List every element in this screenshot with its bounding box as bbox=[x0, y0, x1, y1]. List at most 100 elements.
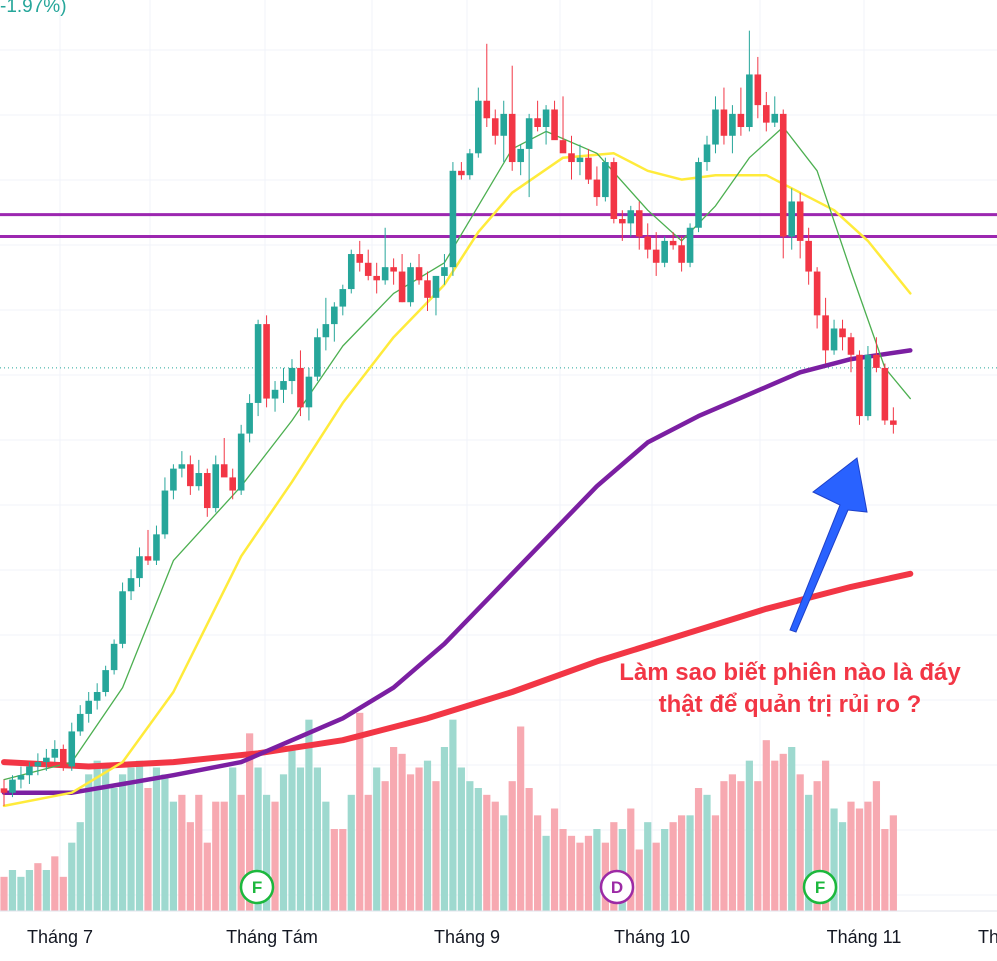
candle-body bbox=[627, 210, 635, 224]
volume-bar bbox=[246, 733, 254, 911]
volume-bar bbox=[517, 726, 525, 911]
event-badge-d: D bbox=[599, 869, 635, 905]
volume-bar bbox=[500, 815, 508, 911]
candle-body bbox=[500, 113, 508, 136]
candle-body bbox=[635, 210, 643, 237]
candle-body bbox=[559, 140, 567, 154]
candle-body bbox=[813, 271, 821, 316]
candle-body bbox=[373, 275, 380, 281]
annotation-text: Làm sao biết phiên nào là đáy thật để qu… bbox=[619, 659, 961, 718]
candle-body bbox=[398, 271, 406, 303]
x-tick-label: Tháng 9 bbox=[434, 927, 500, 947]
candle-body bbox=[881, 367, 889, 421]
candle-body bbox=[102, 670, 109, 693]
volume-bar bbox=[872, 781, 881, 911]
candle-body bbox=[43, 757, 50, 763]
candle-body bbox=[271, 389, 279, 399]
candle-body bbox=[890, 420, 897, 425]
volume-bar bbox=[186, 822, 194, 911]
svg-text:F: F bbox=[815, 878, 825, 897]
candle-body bbox=[127, 578, 135, 592]
volume-bar bbox=[288, 747, 296, 911]
candle-body bbox=[68, 731, 76, 767]
candle-body bbox=[712, 109, 719, 145]
candle-body bbox=[449, 170, 457, 268]
candle-body bbox=[314, 337, 321, 377]
candle-body bbox=[720, 109, 728, 136]
volume-bar bbox=[203, 842, 211, 911]
volume-bar bbox=[118, 774, 127, 911]
volume-bar bbox=[127, 767, 135, 911]
volume-bar bbox=[390, 747, 398, 911]
volume-bar bbox=[144, 788, 152, 911]
candle-body bbox=[686, 227, 694, 263]
candle-body bbox=[203, 473, 211, 509]
price-change-percent: -1.97%) bbox=[0, 0, 67, 17]
candle-body bbox=[220, 464, 228, 478]
volume-bar bbox=[805, 794, 813, 911]
candle-body bbox=[161, 490, 169, 535]
volume-bar bbox=[550, 808, 559, 911]
candle-body bbox=[610, 162, 618, 219]
volume-bar bbox=[711, 815, 720, 911]
candle-body bbox=[178, 464, 186, 469]
volume-bar bbox=[254, 767, 262, 911]
volume-bar bbox=[102, 767, 110, 911]
volume-bar bbox=[262, 794, 271, 911]
volume-bar bbox=[542, 835, 550, 911]
volume-bar bbox=[161, 774, 169, 911]
x-tick-label: Tháng 7 bbox=[27, 927, 93, 947]
blue-arrow-annotation bbox=[789, 457, 868, 633]
candle-body bbox=[703, 144, 711, 163]
volume-bar bbox=[737, 781, 745, 911]
volume-bar bbox=[356, 712, 364, 911]
volume-bar bbox=[474, 788, 482, 911]
candle-body bbox=[187, 464, 194, 487]
candle-body bbox=[17, 775, 25, 780]
candle-body bbox=[534, 118, 541, 128]
event-badge-f: F bbox=[802, 869, 838, 905]
volume-bar bbox=[85, 774, 93, 911]
volume-bar bbox=[821, 760, 830, 911]
volume-bar bbox=[440, 747, 449, 911]
volume-bar bbox=[406, 774, 415, 911]
candle-body bbox=[822, 315, 829, 351]
svg-text:F: F bbox=[252, 878, 262, 897]
ma-long-line bbox=[1, 570, 914, 770]
candle-body bbox=[237, 433, 245, 491]
volume-bar bbox=[838, 822, 847, 911]
candle-body bbox=[746, 74, 753, 128]
candle-body bbox=[170, 468, 177, 491]
candle-body bbox=[390, 267, 397, 272]
volume-bar bbox=[313, 767, 321, 911]
candle-body bbox=[144, 556, 152, 561]
candle-body bbox=[847, 337, 855, 355]
candle-body bbox=[356, 254, 364, 263]
candle-body bbox=[475, 100, 482, 154]
candle-body bbox=[805, 240, 812, 272]
volume-bar bbox=[415, 767, 423, 911]
candle-body bbox=[9, 779, 16, 793]
candle-body bbox=[297, 367, 304, 408]
volume-bar bbox=[728, 774, 737, 911]
candle-body bbox=[491, 118, 499, 136]
candle-body bbox=[593, 179, 601, 198]
candle-body bbox=[754, 74, 762, 106]
candle-body bbox=[856, 354, 863, 417]
volume-bar bbox=[110, 788, 118, 911]
candle-body bbox=[110, 643, 118, 671]
annotation-line-1: Làm sao biết phiên nào là đáy bbox=[619, 659, 961, 686]
volume-bar bbox=[381, 781, 389, 911]
ma-slow-line bbox=[1, 348, 913, 795]
volume-bar bbox=[584, 835, 593, 911]
candle-body bbox=[136, 556, 143, 579]
candle-body bbox=[771, 113, 779, 123]
volume-bar bbox=[339, 829, 347, 911]
candle-body bbox=[568, 153, 575, 163]
volume-bar bbox=[457, 767, 465, 911]
svg-text:D: D bbox=[611, 878, 623, 897]
event-badges: F D F bbox=[239, 869, 838, 905]
volume-bar bbox=[678, 815, 686, 911]
